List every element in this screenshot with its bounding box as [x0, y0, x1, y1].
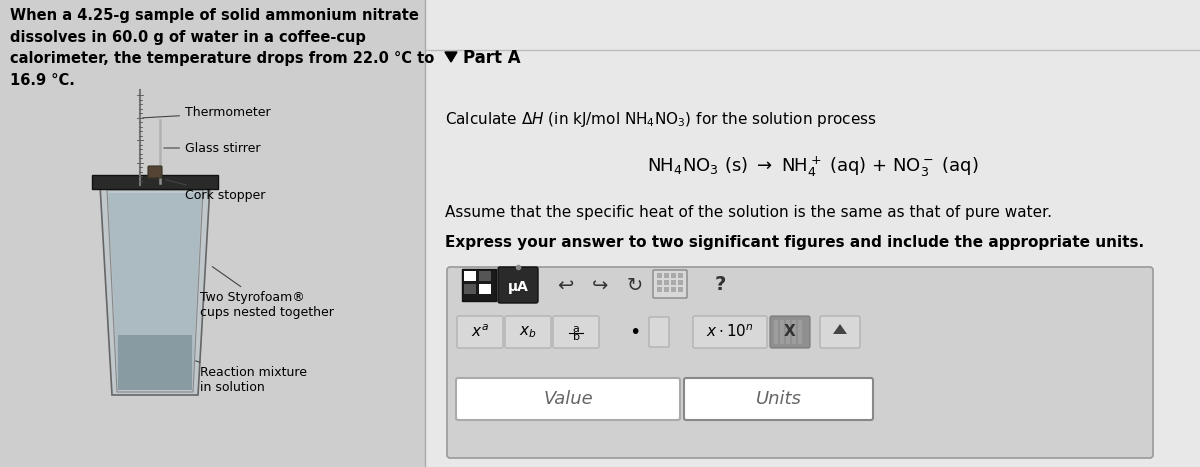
Text: X: X	[784, 325, 796, 340]
FancyBboxPatch shape	[780, 320, 784, 344]
FancyBboxPatch shape	[92, 175, 218, 189]
Text: ↻: ↻	[626, 276, 643, 295]
Text: Two Styrofoam®
cups nested together: Two Styrofoam® cups nested together	[200, 267, 334, 319]
FancyBboxPatch shape	[671, 273, 676, 278]
Text: •: •	[629, 323, 641, 341]
FancyBboxPatch shape	[0, 0, 425, 467]
FancyBboxPatch shape	[664, 280, 670, 285]
FancyBboxPatch shape	[425, 0, 1200, 467]
Text: ?: ?	[714, 276, 726, 295]
Text: When a 4.25-g sample of solid ammonium nitrate
dissolves in 60.0 g of water in a: When a 4.25-g sample of solid ammonium n…	[10, 8, 434, 88]
FancyBboxPatch shape	[694, 316, 767, 348]
Polygon shape	[118, 335, 192, 390]
Polygon shape	[833, 324, 847, 334]
FancyBboxPatch shape	[798, 320, 802, 344]
FancyBboxPatch shape	[553, 316, 599, 348]
Text: $x \cdot 10^n$: $x \cdot 10^n$	[706, 324, 754, 340]
Text: μA: μA	[508, 280, 528, 294]
FancyBboxPatch shape	[462, 269, 496, 301]
FancyBboxPatch shape	[464, 271, 476, 281]
FancyBboxPatch shape	[792, 320, 796, 344]
FancyBboxPatch shape	[820, 316, 860, 348]
FancyBboxPatch shape	[664, 273, 670, 278]
FancyBboxPatch shape	[658, 280, 662, 285]
Text: Cork stopper: Cork stopper	[166, 180, 265, 201]
Text: Units: Units	[756, 390, 802, 408]
FancyBboxPatch shape	[684, 378, 874, 420]
FancyBboxPatch shape	[678, 287, 683, 292]
FancyBboxPatch shape	[649, 317, 670, 347]
FancyBboxPatch shape	[505, 316, 551, 348]
FancyBboxPatch shape	[678, 273, 683, 278]
Polygon shape	[100, 185, 210, 395]
FancyBboxPatch shape	[653, 270, 686, 298]
Text: Value: Value	[544, 390, 593, 408]
Text: Thermometer: Thermometer	[143, 106, 271, 120]
FancyBboxPatch shape	[774, 320, 778, 344]
FancyBboxPatch shape	[148, 166, 162, 178]
FancyBboxPatch shape	[457, 316, 503, 348]
FancyBboxPatch shape	[671, 280, 676, 285]
FancyBboxPatch shape	[658, 273, 662, 278]
Text: ↪: ↪	[592, 276, 608, 295]
Text: b: b	[572, 332, 580, 342]
Text: Part A: Part A	[463, 49, 521, 67]
FancyBboxPatch shape	[498, 267, 538, 303]
FancyBboxPatch shape	[671, 287, 676, 292]
Text: $x_b$: $x_b$	[520, 324, 536, 340]
Text: a: a	[572, 324, 580, 334]
FancyBboxPatch shape	[664, 287, 670, 292]
Text: NH$_4$NO$_3$ (s) $\rightarrow$ NH$_4^+$ (aq) + NO$_3^-$ (aq): NH$_4$NO$_3$ (s) $\rightarrow$ NH$_4^+$ …	[647, 155, 978, 179]
FancyBboxPatch shape	[479, 271, 491, 281]
Text: ↩: ↩	[557, 276, 574, 295]
Polygon shape	[445, 52, 457, 62]
Text: Express your answer to two significant figures and include the appropriate units: Express your answer to two significant f…	[445, 235, 1144, 250]
Text: Glass stirrer: Glass stirrer	[163, 142, 260, 155]
FancyBboxPatch shape	[464, 284, 476, 294]
FancyBboxPatch shape	[770, 316, 810, 348]
FancyBboxPatch shape	[786, 320, 790, 344]
Text: Calculate $\Delta H$ (in kJ/mol NH$_4$NO$_3$) for the solution process: Calculate $\Delta H$ (in kJ/mol NH$_4$NO…	[445, 110, 877, 129]
Polygon shape	[108, 193, 202, 390]
FancyBboxPatch shape	[658, 287, 662, 292]
Text: Reaction mixture
in solution: Reaction mixture in solution	[196, 361, 307, 394]
FancyBboxPatch shape	[678, 280, 683, 285]
FancyBboxPatch shape	[446, 267, 1153, 458]
FancyBboxPatch shape	[479, 284, 491, 294]
Text: $x^{a}$: $x^{a}$	[472, 324, 488, 340]
Text: Assume that the specific heat of the solution is the same as that of pure water.: Assume that the specific heat of the sol…	[445, 205, 1052, 220]
FancyBboxPatch shape	[456, 378, 680, 420]
